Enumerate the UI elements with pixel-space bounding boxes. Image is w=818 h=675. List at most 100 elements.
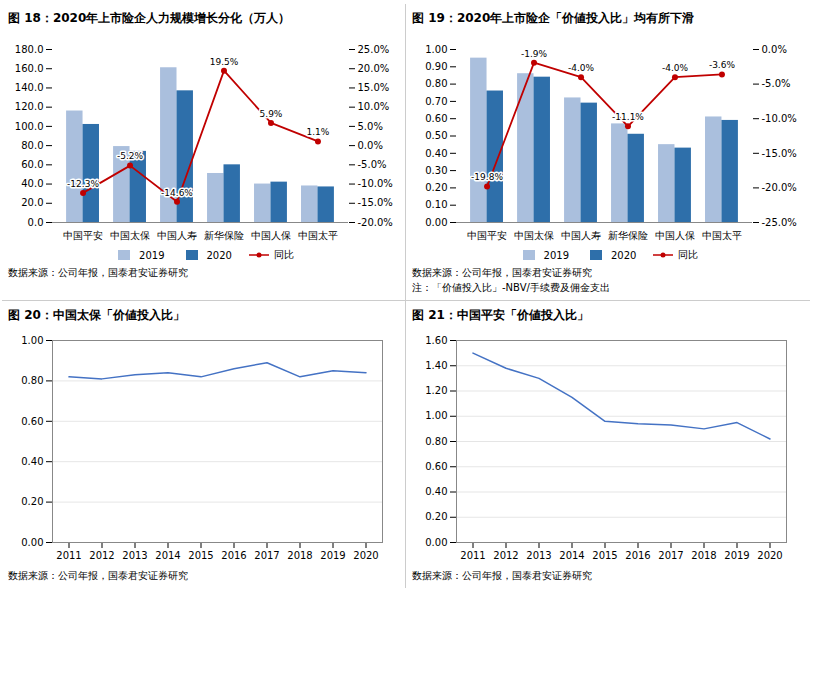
svg-text:-12.3%: -12.3% <box>67 179 99 189</box>
svg-text:2013: 2013 <box>526 550 551 561</box>
svg-text:120.0: 120.0 <box>15 101 44 112</box>
svg-text:-10.0%: -10.0% <box>762 113 797 124</box>
svg-text:0.0%: 0.0% <box>358 140 383 151</box>
svg-text:-4.0%: -4.0% <box>568 63 595 73</box>
svg-text:2011: 2011 <box>56 550 81 561</box>
svg-text:中国平安: 中国平安 <box>467 230 507 241</box>
svg-text:2013: 2013 <box>122 550 147 561</box>
svg-text:2014: 2014 <box>155 550 180 561</box>
svg-text:-20.0%: -20.0% <box>358 217 393 228</box>
svg-text:0.40: 0.40 <box>425 486 447 497</box>
svg-text:60.0: 60.0 <box>21 159 43 170</box>
svg-text:-3.6%: -3.6% <box>709 60 736 70</box>
html-text:图 21：中国平安「价値投入比」: 图 21：中国平安「价値投入比」 <box>412 308 589 322</box>
svg-text:-4.0%: -4.0% <box>662 63 689 73</box>
svg-text:2020: 2020 <box>757 550 782 561</box>
html-text:图 19：2020年上市险企「价値投入比」均有所下滑: 图 19：2020年上市险企「价値投入比」均有所下滑 <box>412 11 695 25</box>
svg-text:-25.0%: -25.0% <box>762 217 797 228</box>
svg-text:2012: 2012 <box>493 550 518 561</box>
svg-text:0.00: 0.00 <box>425 217 447 228</box>
svg-text:中国太平: 中国太平 <box>298 230 338 241</box>
svg-text:2015: 2015 <box>188 550 213 561</box>
svg-text:1.40: 1.40 <box>425 360 447 371</box>
svg-text:1.1%: 1.1% <box>307 127 330 137</box>
svg-text:-15.0%: -15.0% <box>762 148 797 159</box>
svg-text:-14.6%: -14.6% <box>161 188 193 198</box>
svg-text:19.5%: 19.5% <box>210 57 239 67</box>
svg-text:1.00: 1.00 <box>21 335 43 346</box>
svg-text:-5.0%: -5.0% <box>762 78 791 89</box>
svg-text:20.0: 20.0 <box>21 197 43 208</box>
svg-text:0.20: 0.20 <box>21 496 43 507</box>
svg-text:1.00: 1.00 <box>425 410 447 421</box>
svg-text:0.0%: 0.0% <box>762 44 787 55</box>
svg-text:0.30: 0.30 <box>425 165 447 176</box>
svg-text:0.80: 0.80 <box>425 78 447 89</box>
svg-text:0.10: 0.10 <box>425 199 447 210</box>
svg-text:2011: 2011 <box>460 550 485 561</box>
svg-text:20.0%: 20.0% <box>358 63 390 74</box>
svg-text:中国太保: 中国太保 <box>110 230 150 241</box>
svg-text:中国人保: 中国人保 <box>251 230 291 241</box>
svg-text:0.40: 0.40 <box>425 148 447 159</box>
svg-text:中国平安: 中国平安 <box>63 230 103 241</box>
svg-text:0.20: 0.20 <box>425 182 447 193</box>
svg-text:40.0: 40.0 <box>21 178 43 189</box>
svg-text:1.00: 1.00 <box>425 44 447 55</box>
svg-text:0.60: 0.60 <box>425 461 447 472</box>
svg-text:180.0: 180.0 <box>15 44 44 55</box>
svg-text:0.80: 0.80 <box>425 436 447 447</box>
svg-text:2018: 2018 <box>287 550 312 561</box>
svg-text:-15.0%: -15.0% <box>358 197 393 208</box>
svg-text:2017: 2017 <box>658 550 683 561</box>
svg-text:中国人寿: 中国人寿 <box>157 230 197 241</box>
svg-text:0.0: 0.0 <box>28 217 44 228</box>
svg-text:0.00: 0.00 <box>21 537 43 548</box>
svg-text:中国太平: 中国太平 <box>702 230 742 241</box>
svg-text:-11.1%: -11.1% <box>612 112 644 122</box>
svg-text:中国太保: 中国太保 <box>514 230 554 241</box>
html-text:图 20：中国太保「价値投入比」: 图 20：中国太保「价値投入比」 <box>8 308 185 322</box>
svg-text:新华保险: 新华保险 <box>608 230 648 241</box>
html-text:图 18：2020年上市险企人力规模增长分化（万人）: 图 18：2020年上市险企人力规模增长分化（万人） <box>8 11 291 25</box>
svg-text:-10.0%: -10.0% <box>358 178 393 189</box>
svg-text:1.60: 1.60 <box>425 335 447 346</box>
svg-text:2020: 2020 <box>353 550 378 561</box>
svg-text:新华保险: 新华保险 <box>204 230 244 241</box>
svg-text:80.0: 80.0 <box>21 140 43 151</box>
svg-text:-5.2%: -5.2% <box>117 151 144 161</box>
svg-text:2016: 2016 <box>625 550 650 561</box>
svg-text:0.60: 0.60 <box>425 113 447 124</box>
svg-text:15.0%: 15.0% <box>358 82 390 93</box>
svg-text:0.40: 0.40 <box>21 456 43 467</box>
svg-text:5.9%: 5.9% <box>260 109 283 119</box>
svg-text:0.90: 0.90 <box>425 61 447 72</box>
svg-text:5.0%: 5.0% <box>358 121 383 132</box>
svg-text:2015: 2015 <box>592 550 617 561</box>
svg-text:-20.0%: -20.0% <box>762 182 797 193</box>
svg-text:2018: 2018 <box>691 550 716 561</box>
svg-text:2012: 2012 <box>89 550 114 561</box>
svg-text:100.0: 100.0 <box>15 121 44 132</box>
svg-text:1.20: 1.20 <box>425 385 447 396</box>
svg-text:0.50: 0.50 <box>425 130 447 141</box>
svg-text:25.0%: 25.0% <box>358 44 390 55</box>
svg-text:2014: 2014 <box>559 550 584 561</box>
svg-text:140.0: 140.0 <box>15 82 44 93</box>
svg-text:0.80: 0.80 <box>21 375 43 386</box>
svg-text:-1.9%: -1.9% <box>521 49 548 59</box>
svg-text:160.0: 160.0 <box>15 63 44 74</box>
svg-text:2019: 2019 <box>724 550 749 561</box>
svg-text:-5.0%: -5.0% <box>358 159 387 170</box>
svg-text:10.0%: 10.0% <box>358 101 390 112</box>
svg-text:中国人保: 中国人保 <box>655 230 695 241</box>
svg-text:2016: 2016 <box>221 550 246 561</box>
svg-text:-19.8%: -19.8% <box>471 172 503 182</box>
svg-text:2019: 2019 <box>320 550 345 561</box>
svg-text:0.60: 0.60 <box>21 416 43 427</box>
svg-text:中国人寿: 中国人寿 <box>561 230 601 241</box>
svg-text:2017: 2017 <box>254 550 279 561</box>
svg-text:0.00: 0.00 <box>425 537 447 548</box>
svg-text:0.20: 0.20 <box>425 511 447 522</box>
svg-text:0.70: 0.70 <box>425 96 447 107</box>
